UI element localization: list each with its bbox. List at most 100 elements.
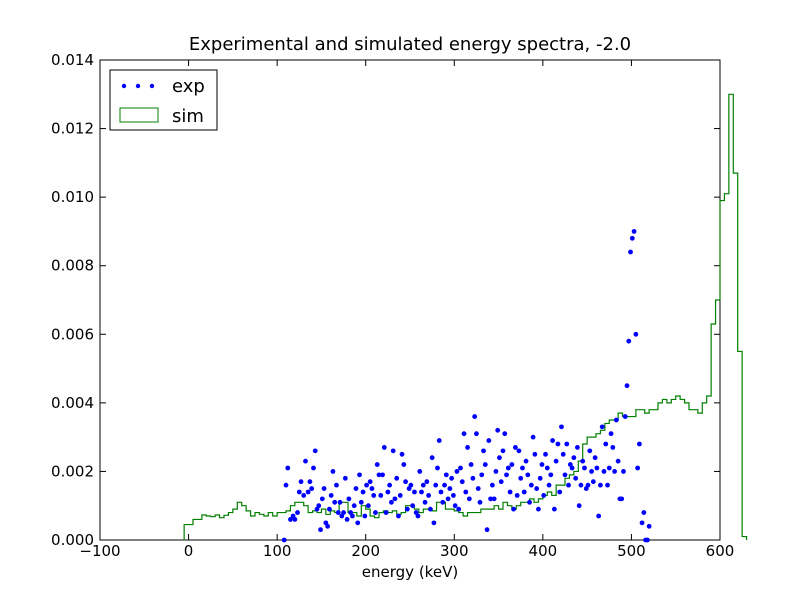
legend-exp-label: exp: [172, 76, 205, 97]
exp-point: [564, 441, 570, 447]
exp-point: [303, 458, 308, 464]
legend-exp-marker: [149, 83, 155, 89]
exp-point: [281, 537, 287, 543]
exp-point: [590, 479, 596, 485]
exp-point: [530, 434, 536, 440]
exp-point: [360, 489, 366, 495]
exp-point: [486, 438, 492, 443]
exp-point: [626, 338, 632, 344]
exp-point: [596, 513, 602, 519]
exp-point: [392, 496, 398, 502]
exp-point: [571, 455, 577, 461]
exp-point: [610, 445, 616, 450]
exp-point: [621, 469, 626, 474]
exp-point: [500, 448, 506, 454]
exp-point: [587, 448, 593, 454]
exp-point: [511, 506, 517, 512]
chart-title: Experimental and simulated energy spectr…: [189, 34, 631, 55]
x-tick-label: 0: [184, 542, 194, 560]
exp-point: [401, 462, 407, 467]
exp-point: [394, 475, 400, 481]
exp-point: [613, 417, 619, 423]
exp-point: [523, 458, 529, 464]
exp-point: [639, 520, 645, 526]
exp-point: [442, 482, 447, 488]
exp-point: [429, 455, 435, 461]
exp-point: [513, 445, 518, 450]
exp-point: [335, 510, 341, 515]
exp-point: [378, 493, 384, 498]
exp-point: [344, 517, 350, 522]
exp-point: [358, 499, 364, 505]
exp-point: [472, 414, 478, 419]
y-tick-label: 0.000: [51, 531, 94, 549]
exp-point: [553, 458, 559, 464]
exp-point: [633, 331, 639, 337]
exp-point: [285, 465, 291, 471]
exp-point: [562, 472, 568, 478]
exp-point: [296, 489, 302, 495]
exp-point: [319, 496, 325, 502]
exp-point: [283, 482, 289, 488]
exp-point: [451, 493, 456, 498]
exp-point: [601, 469, 607, 474]
exp-point: [557, 489, 563, 495]
exp-point: [364, 482, 369, 488]
exp-point: [599, 424, 605, 430]
exp-point: [383, 510, 389, 515]
exp-point: [521, 489, 527, 495]
exp-point: [337, 499, 343, 505]
exp-point: [466, 496, 472, 502]
exp-point: [357, 472, 362, 478]
exp-point: [497, 455, 502, 461]
exp-point: [580, 458, 586, 464]
exp-point: [566, 482, 571, 488]
exp-point: [573, 475, 579, 481]
exp-point: [309, 486, 315, 491]
exp-point: [504, 472, 509, 478]
exp-point: [477, 499, 483, 505]
exp-point: [458, 465, 463, 471]
exp-point: [410, 503, 416, 509]
legend-sim-label: sim: [172, 106, 204, 127]
exp-point: [307, 479, 313, 485]
exp-point: [454, 469, 460, 474]
exp-point: [438, 489, 444, 495]
exp-point: [488, 496, 493, 502]
exp-point: [449, 475, 455, 481]
exp-point: [380, 472, 385, 478]
exp-point: [374, 462, 380, 467]
exp-point: [403, 479, 408, 485]
plot-frame: [99, 59, 721, 541]
plot-area: −100 0 100 200 300 400 500 600 0.0000.0020.0040…: [51, 51, 748, 560]
exp-point: [362, 513, 368, 519]
exp-point: [346, 496, 352, 502]
exp-point: [312, 448, 318, 454]
exp-point: [491, 496, 497, 502]
legend: exp sim: [109, 69, 218, 131]
exp-point: [427, 506, 433, 512]
exp-point: [399, 451, 405, 457]
x-tick-label: 500: [617, 542, 646, 560]
exp-point: [532, 451, 538, 457]
exp-point: [555, 441, 561, 447]
x-axis-label: energy (keV): [362, 563, 458, 581]
exp-point: [369, 486, 375, 491]
exp-point: [443, 472, 449, 478]
exp-point: [537, 475, 543, 481]
exp-point: [606, 465, 612, 471]
exp-point: [305, 489, 311, 495]
exp-point: [644, 537, 650, 543]
exp-point: [612, 469, 617, 474]
exp-point: [559, 424, 564, 430]
exp-point: [321, 486, 327, 491]
sim-step-line: [183, 93, 748, 540]
exp-point: [435, 465, 440, 471]
exp-point: [536, 506, 541, 512]
exp-point: [594, 465, 600, 471]
exp-point: [550, 438, 555, 443]
exp-point: [622, 414, 628, 419]
exp-point: [631, 229, 637, 234]
exp-point: [575, 445, 580, 450]
